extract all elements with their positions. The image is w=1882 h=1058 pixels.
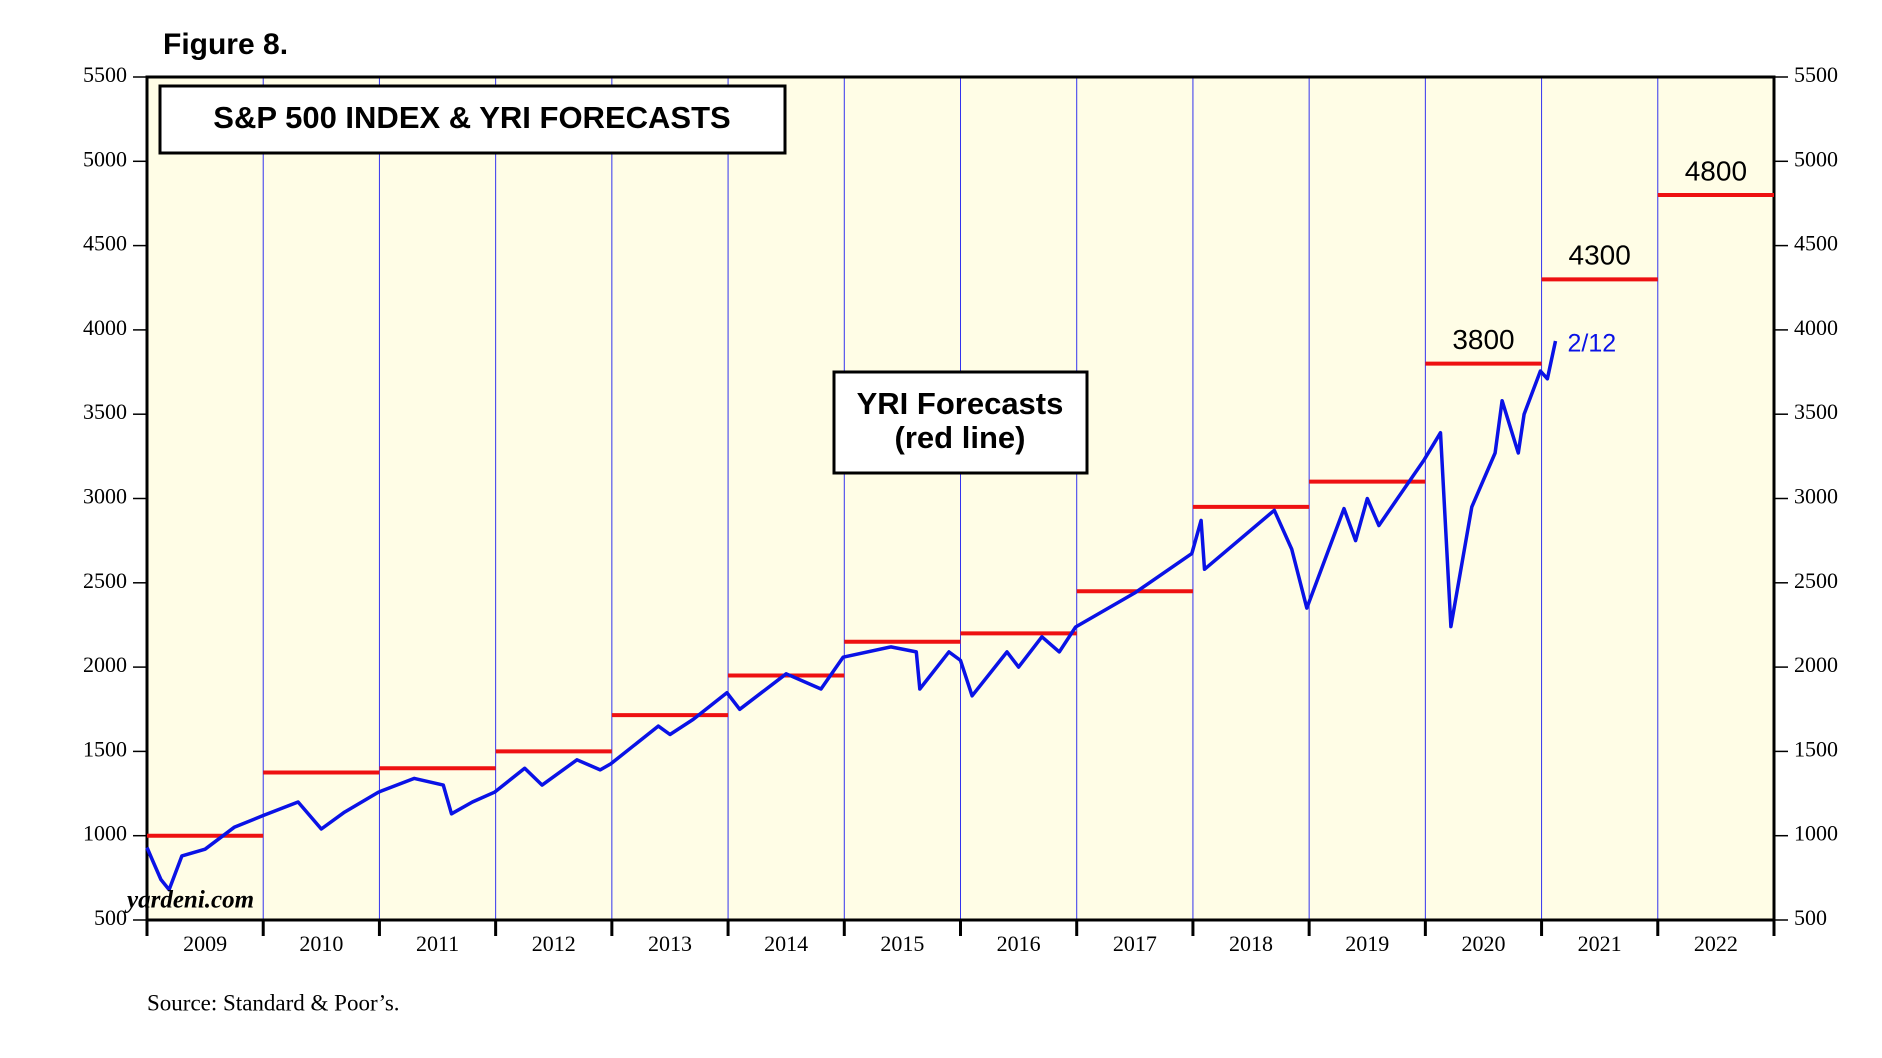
x-tick-label: 2010 [299,931,343,956]
y2-tick-label: 2000 [1794,652,1838,677]
annotation-text: YRI Forecasts [857,386,1064,421]
x-tick-label: 2021 [1578,931,1622,956]
x-tick-label: 2018 [1229,931,1273,956]
y-tick-label: 4000 [83,315,127,340]
sp500-line [145,340,1558,892]
x-tick-label: 2022 [1694,931,1738,956]
x-tick-label: 2016 [997,931,1041,956]
y2-tick-label: 1000 [1794,821,1838,846]
y-tick-label: 4500 [83,231,127,256]
title-box [158,84,787,155]
x-tick-label: 2013 [648,931,692,956]
y2-tick-label: 3500 [1794,399,1838,424]
x-tick-label: 2012 [532,931,576,956]
y-tick-label: 2000 [83,652,127,677]
y2-tick-label: 2500 [1794,568,1838,593]
plot-frame [145,75,1776,922]
y-tick-label: 3500 [83,399,127,424]
y2-tick-label: 500 [1794,905,1827,930]
annotation-text: (red line) [895,420,1026,455]
x-tick-label: 2011 [416,931,459,956]
figure-label: Figure 8. [163,28,288,61]
y2-tick-label: 3000 [1794,484,1838,509]
chart-title: S&P 500 INDEX & YRI FORECASTS [213,100,730,135]
y-tick-label: 5500 [83,62,127,87]
y2-tick-label: 4500 [1794,231,1838,256]
y-tick-label: 5000 [83,146,127,171]
y-tick-label: 500 [94,905,127,930]
y2-tick-label: 5000 [1794,146,1838,171]
x-tick-label: 2020 [1461,931,1505,956]
y2-tick-label: 1500 [1794,736,1838,761]
annotation-box [832,370,1089,475]
source: Source: Standard & Poor’s. [147,990,400,1015]
x-tick-label: 2017 [1113,931,1157,956]
y2-tick-label: 5500 [1794,62,1838,87]
x-tick-label: 2015 [880,931,924,956]
y2-tick-label: 4000 [1794,315,1838,340]
end-label: 2/12 [1568,330,1617,358]
y-tick-label: 1500 [83,736,127,761]
forecast-label: 3800 [1452,324,1514,355]
x-tick-label: 2009 [183,931,227,956]
y-tick-label: 3000 [83,484,127,509]
forecast-label: 4300 [1569,240,1631,271]
watermark: yardeni.com [124,887,254,914]
y-tick-label: 1000 [83,821,127,846]
x-tick-label: 2019 [1345,931,1389,956]
y-tick-label: 2500 [83,568,127,593]
forecast-label: 4800 [1685,155,1747,186]
x-tick-label: 2014 [764,931,808,956]
